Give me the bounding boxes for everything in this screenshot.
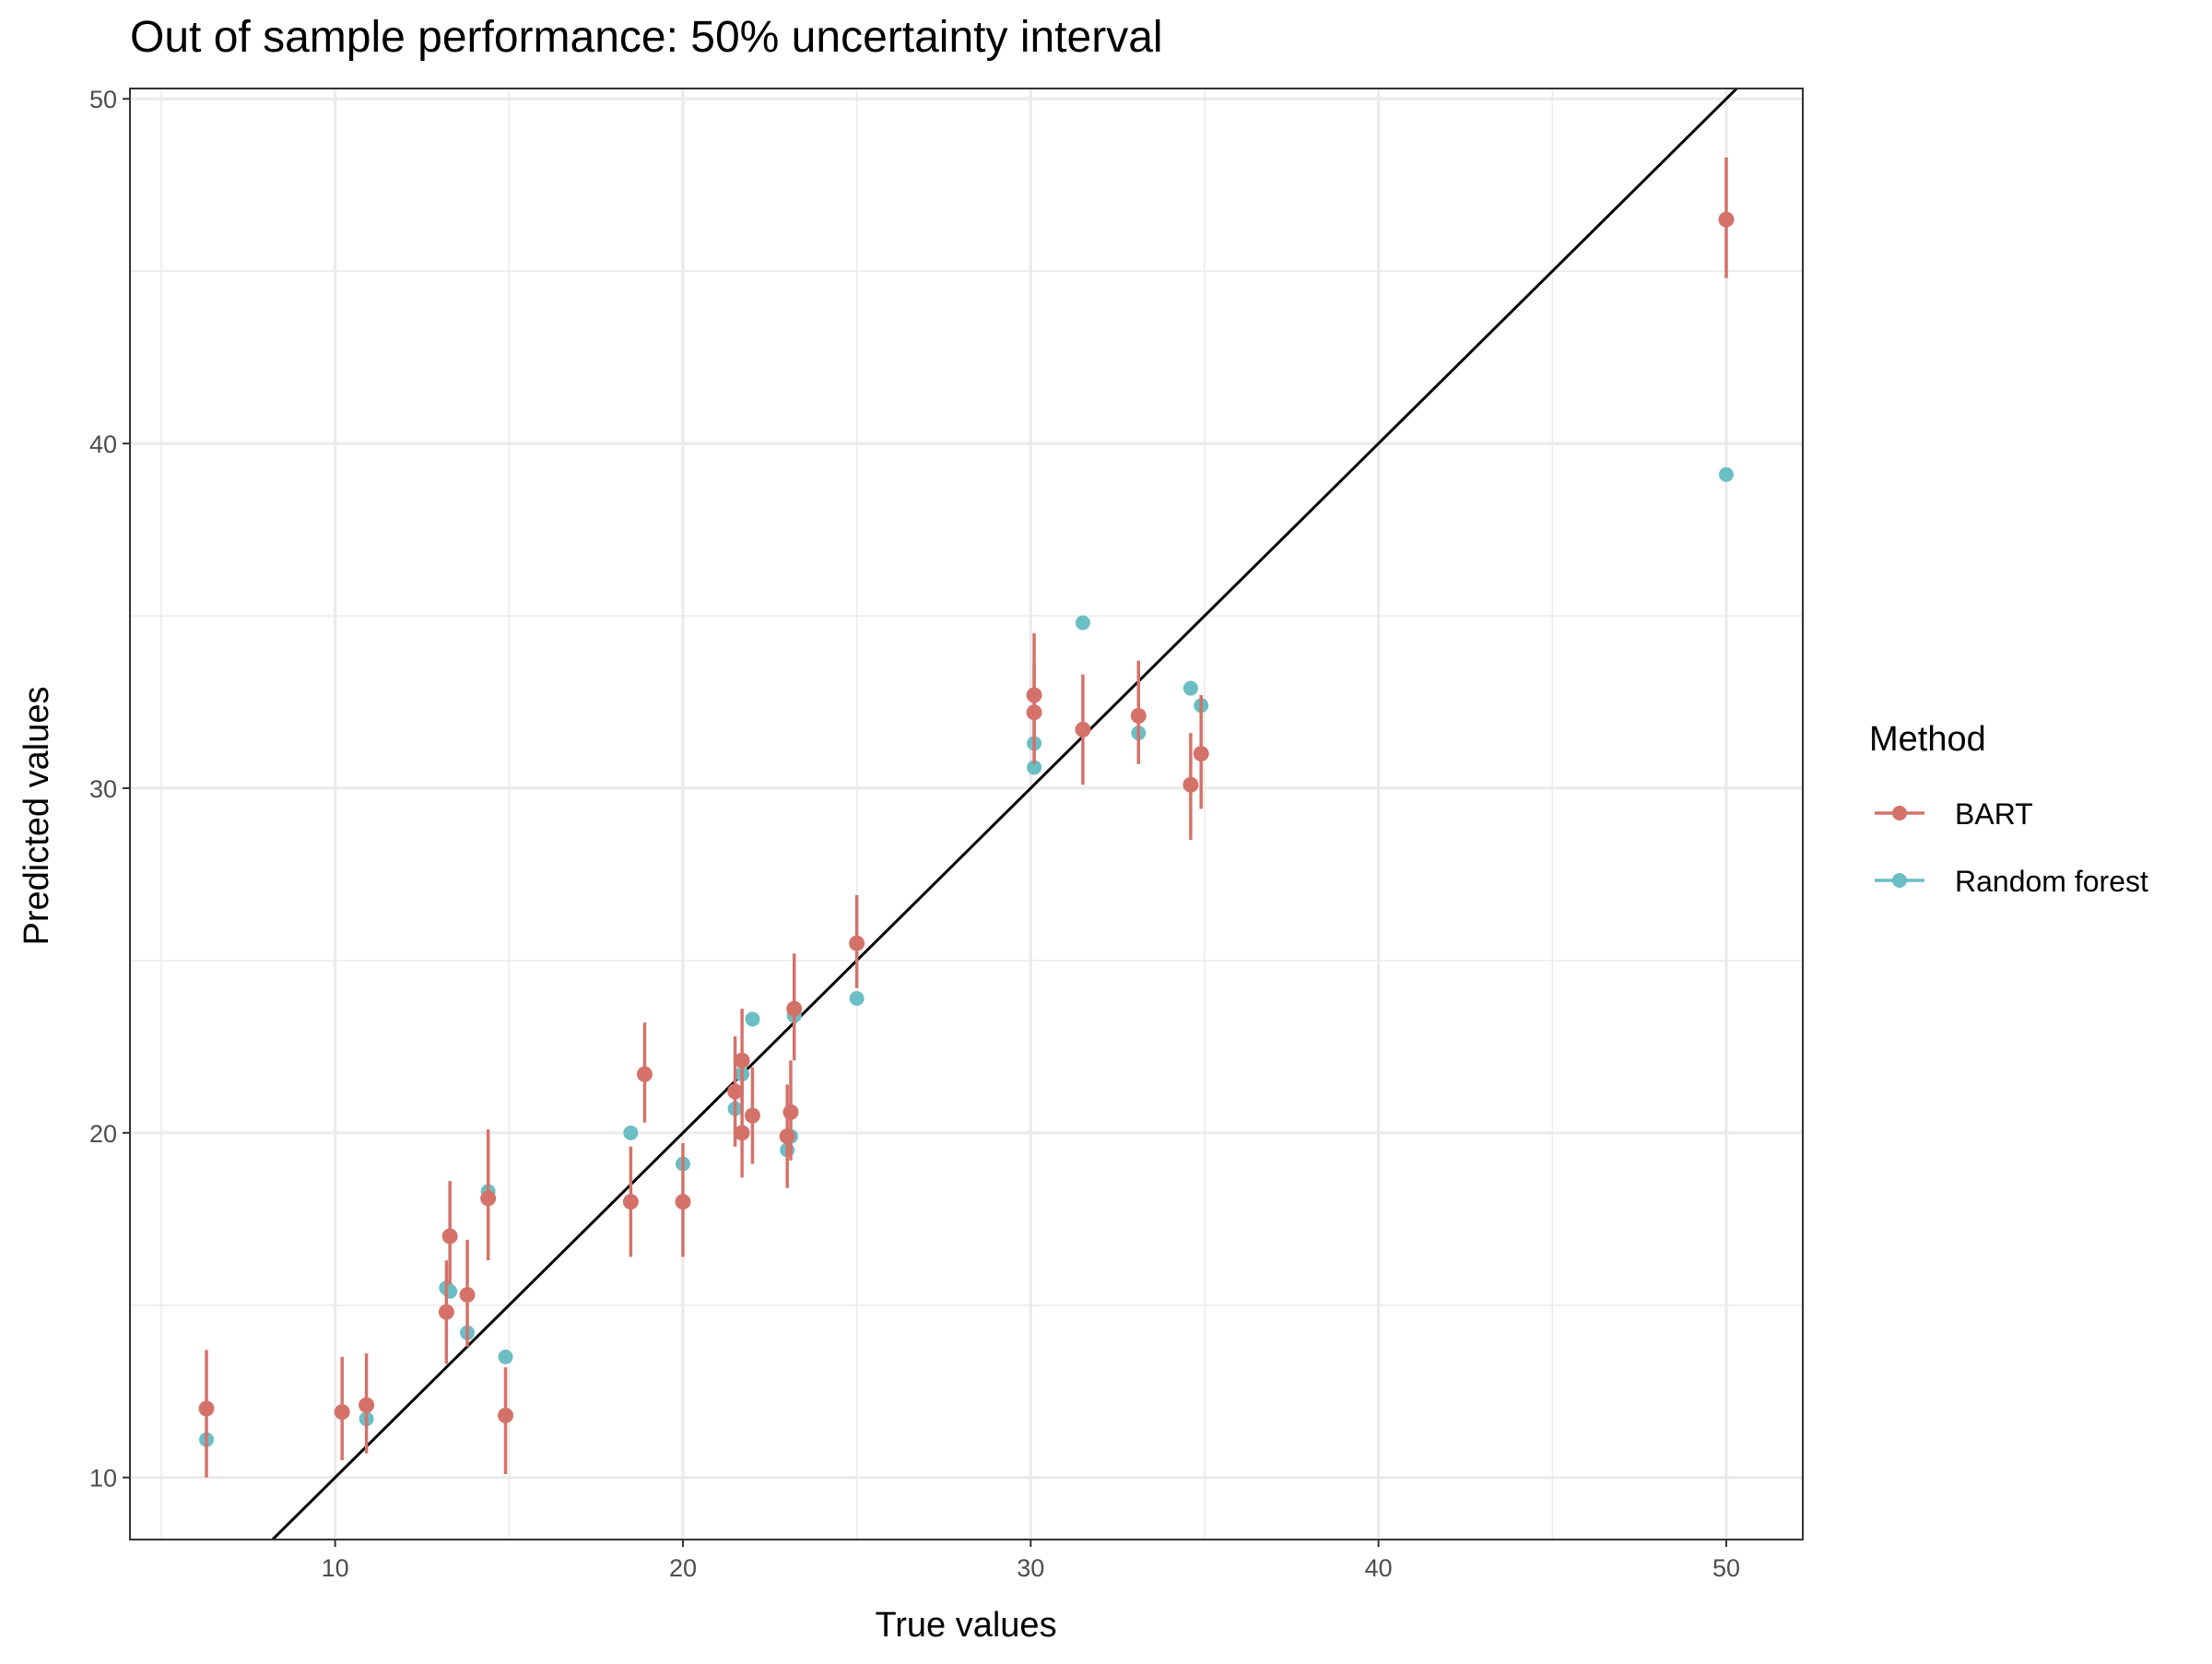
random-forest-point [498,1349,513,1364]
bart-point [1075,721,1091,738]
y-tick-label: 30 [89,775,117,803]
random-forest-point [442,1283,458,1299]
bart-point [744,1107,760,1124]
x-tick-label: 40 [1365,1554,1393,1582]
random-forest-point [849,991,865,1007]
bart-point [1026,687,1042,703]
legend-label-bart: BART [1955,797,2033,831]
legend-label-random-forest: Random forest [1955,865,2148,898]
bart-point [636,1066,653,1082]
bart-point [441,1228,458,1245]
bart-point [359,1397,375,1413]
bart-point [1193,746,1209,762]
bart-point [675,1194,691,1210]
bart-point [334,1404,350,1421]
y-axis-title: Predicted values [18,687,56,946]
x-tick-label: 20 [669,1554,697,1582]
bart-point [734,1052,750,1068]
x-axis-title: True values [875,1606,1056,1645]
bart-point [734,1125,750,1141]
bart-point [198,1400,215,1417]
y-tick-label: 20 [89,1120,117,1148]
y-tick-label: 50 [89,86,117,113]
x-tick-label: 50 [1712,1554,1740,1582]
legend-key-point-bart [1892,806,1907,820]
identity-line [270,89,1739,1540]
data-layer [198,89,1739,1540]
bart-point [498,1407,514,1423]
legend: Method BART Random forest [1869,720,2148,898]
bart-point [1130,707,1147,724]
random-forest-point [1075,615,1090,631]
bart-point [438,1304,454,1320]
x-tick-label: 30 [1017,1554,1044,1582]
bart-point [782,1103,799,1120]
legend-key-random-forest [1875,873,1924,888]
legend-key-point-random-forest [1892,873,1907,888]
bart-point [1718,211,1735,228]
y-tick-label: 40 [89,431,117,458]
legend-title: Method [1869,720,1986,759]
random-forest-point [1027,760,1042,775]
random-forest-point [623,1125,639,1140]
x-tick-label: 10 [322,1554,349,1582]
bart-point [786,1000,803,1017]
random-forest-point [745,1011,760,1027]
random-forest-point [1182,680,1198,696]
panel-border [129,88,1804,1540]
plot-panel: 10 20 30 40 50 10 20 30 40 50 [89,86,1804,1582]
bart-point [1182,776,1199,793]
random-forest-point [1718,466,1734,482]
legend-key-bart [1875,806,1924,820]
bart-point [727,1083,744,1100]
y-tick-label: 10 [89,1465,117,1493]
bart-point [779,1128,795,1145]
bart-point [622,1194,639,1210]
chart-title: Out of sample performance: 50% uncertain… [130,13,1163,62]
bart-point [849,935,865,951]
bart-point [459,1287,476,1304]
bart-point [480,1190,497,1207]
